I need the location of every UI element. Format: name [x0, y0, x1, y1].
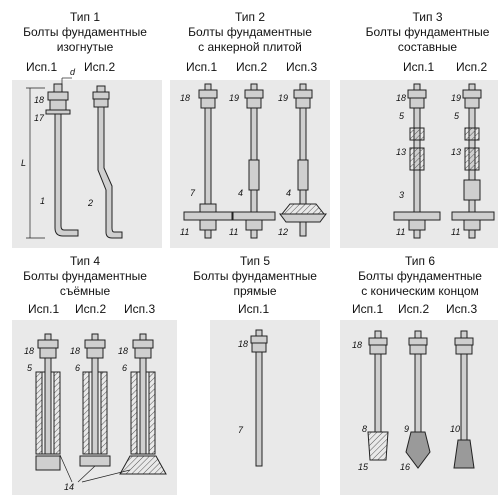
t2-callout-19a: 19	[229, 93, 239, 103]
t3-bolt-2	[451, 83, 495, 239]
t4-variant-1: Исп.1	[28, 302, 60, 316]
t6-callout-8: 8	[362, 424, 367, 434]
t4-callout-18a: 18	[24, 346, 34, 356]
t3-callout-13a: 13	[396, 147, 406, 157]
t6-variant-3: Исп.3	[446, 302, 478, 316]
type6-line1: Болты фундаментные	[358, 269, 482, 283]
t3-callout-19: 19	[451, 93, 461, 103]
type4-title: Тип 4	[69, 254, 100, 268]
t2-bolt-1	[183, 83, 233, 239]
type2-line2: с анкерной плитой	[198, 40, 302, 54]
t2-callout-4a: 4	[238, 188, 243, 198]
t4-variant-2: Исп.2	[75, 302, 107, 316]
t1-dim-l: L	[21, 158, 26, 168]
t3-callout-5b: 5	[454, 111, 460, 121]
t4-callout-6a: 6	[75, 363, 80, 373]
t1-dimensions	[26, 77, 72, 239]
t1-variant-1: Исп.1	[26, 60, 58, 74]
type3-title: Тип 3	[412, 10, 443, 24]
t1-callout-2: 2	[87, 198, 93, 208]
t2-bolt-3	[279, 83, 327, 237]
t1-bolt-2	[92, 85, 123, 239]
type2-title: Тип 2	[234, 10, 265, 24]
t5-bolt-1	[250, 329, 268, 467]
t6-bolt-1	[367, 330, 389, 461]
t2-callout-4b: 4	[286, 188, 291, 198]
t3-callout-13b: 13	[451, 147, 461, 157]
type5-line2: прямые	[233, 284, 277, 298]
type6-title: Тип 6	[404, 254, 435, 268]
type5-line1: Болты фундаментные	[193, 269, 317, 283]
t2-callout-7: 7	[190, 188, 196, 198]
t6-bolt-3	[453, 330, 475, 469]
t2-variant-2: Исп.2	[236, 60, 268, 74]
t5-callout-18: 18	[238, 339, 248, 349]
t4-callout-18b: 18	[70, 346, 80, 356]
t2-callout-11a: 11	[180, 227, 189, 237]
t6-variant-2: Исп.2	[398, 302, 430, 316]
type2-header: Тип 2 Болты фундаментные с анкерной плит…	[170, 10, 330, 55]
t1-callout-17: 17	[34, 113, 45, 123]
t6-callout-10: 10	[450, 424, 460, 434]
t4-callout-5: 5	[27, 363, 33, 373]
type5-title: Тип 5	[239, 254, 270, 268]
t3-callout-3: 3	[399, 190, 404, 200]
t3-variant-2: Исп.2	[456, 60, 488, 74]
type3-header: Тип 3 Болты фундаментные составные	[355, 10, 500, 55]
type1-line2: изогнутые	[56, 40, 114, 54]
t2-callout-12: 12	[278, 227, 288, 237]
t2-callout-18: 18	[180, 93, 190, 103]
t2-callout-11b: 11	[229, 227, 238, 237]
t6-variant-1: Исп.1	[352, 302, 384, 316]
type4-line2: съёмные	[59, 284, 111, 298]
t3-variant-1: Исп.1	[403, 60, 435, 74]
type3-line2: составные	[397, 40, 458, 54]
t4-bolt-2	[79, 333, 111, 467]
type4-header: Тип 4 Болты фундаментные съёмные	[15, 254, 155, 299]
type2-line1: Болты фундаментные	[188, 25, 312, 39]
t6-callout-9: 9	[404, 424, 409, 434]
t4-callout-18c: 18	[118, 346, 128, 356]
t6-bolt-2	[405, 330, 431, 469]
type3-line1: Болты фундаментные	[365, 25, 490, 39]
t1-dim-d: d	[70, 67, 76, 77]
t4-leader-lines	[59, 454, 131, 483]
t5-callout-7: 7	[238, 425, 244, 435]
type1-line1: Болты фундаментные	[23, 25, 147, 39]
t6-callout-16: 16	[400, 462, 410, 472]
t3-callout-5a: 5	[399, 111, 405, 121]
type1-title: Тип 1	[69, 10, 100, 24]
t4-bolt-1	[35, 333, 61, 471]
t5-variant-1: Исп.1	[238, 302, 270, 316]
t3-callout-11b: 11	[451, 227, 460, 237]
t3-bolt-1	[393, 83, 441, 239]
t1-bolt-1	[45, 83, 79, 237]
t4-callout-6b: 6	[122, 363, 127, 373]
t3-callout-18: 18	[396, 93, 406, 103]
t6-callout-15: 15	[358, 462, 369, 472]
t2-variant-1: Исп.1	[186, 60, 218, 74]
t4-bolt-3	[119, 333, 167, 475]
t2-callout-19b: 19	[278, 93, 288, 103]
type6-line2: с коническим концом	[361, 284, 479, 298]
panel-type1	[12, 80, 162, 248]
t6-callout-18: 18	[352, 340, 362, 350]
t1-variant-2: Исп.2	[84, 60, 116, 74]
type6-header: Тип 6 Болты фундаментные с коническим ко…	[345, 254, 495, 299]
t1-callout-1: 1	[40, 196, 45, 206]
t4-callout-14: 14	[64, 482, 74, 492]
t2-variant-3: Исп.3	[286, 60, 318, 74]
type1-header: Тип 1 Болты фундаментные изогнутые	[15, 10, 155, 55]
type5-header: Тип 5 Болты фундаментные прямые	[180, 254, 330, 299]
type4-line1: Болты фундаментные	[23, 269, 147, 283]
t4-variant-3: Исп.3	[124, 302, 156, 316]
t1-callout-18: 18	[34, 95, 44, 105]
t2-bolt-2	[232, 83, 276, 239]
t3-callout-11a: 11	[396, 227, 405, 237]
